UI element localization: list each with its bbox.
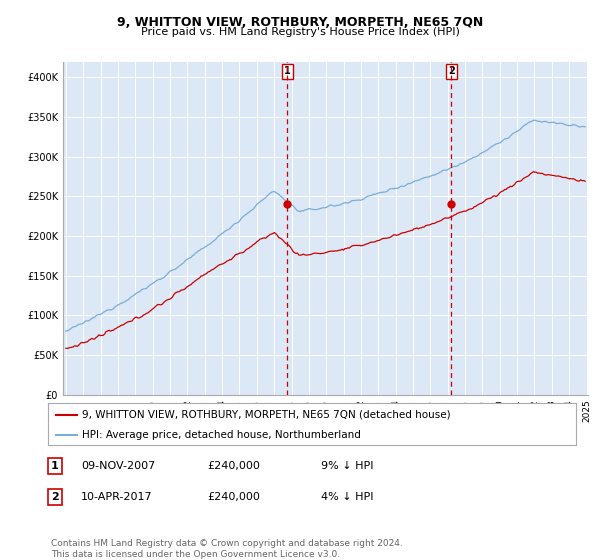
Text: 2: 2	[448, 66, 455, 76]
Text: 9, WHITTON VIEW, ROTHBURY, MORPETH, NE65 7QN (detached house): 9, WHITTON VIEW, ROTHBURY, MORPETH, NE65…	[82, 409, 451, 419]
Text: Price paid vs. HM Land Registry's House Price Index (HPI): Price paid vs. HM Land Registry's House …	[140, 27, 460, 37]
Text: 9% ↓ HPI: 9% ↓ HPI	[321, 461, 373, 471]
Text: £240,000: £240,000	[207, 492, 260, 502]
Text: HPI: Average price, detached house, Northumberland: HPI: Average price, detached house, Nort…	[82, 430, 361, 440]
Text: 1: 1	[284, 66, 291, 76]
Text: £240,000: £240,000	[207, 461, 260, 471]
Text: 9, WHITTON VIEW, ROTHBURY, MORPETH, NE65 7QN: 9, WHITTON VIEW, ROTHBURY, MORPETH, NE65…	[117, 16, 483, 29]
Text: Contains HM Land Registry data © Crown copyright and database right 2024.
This d: Contains HM Land Registry data © Crown c…	[51, 539, 403, 559]
Text: 10-APR-2017: 10-APR-2017	[81, 492, 152, 502]
Text: 2: 2	[51, 492, 59, 502]
Text: 1: 1	[51, 461, 59, 471]
Text: 4% ↓ HPI: 4% ↓ HPI	[321, 492, 373, 502]
Text: 09-NOV-2007: 09-NOV-2007	[81, 461, 155, 471]
